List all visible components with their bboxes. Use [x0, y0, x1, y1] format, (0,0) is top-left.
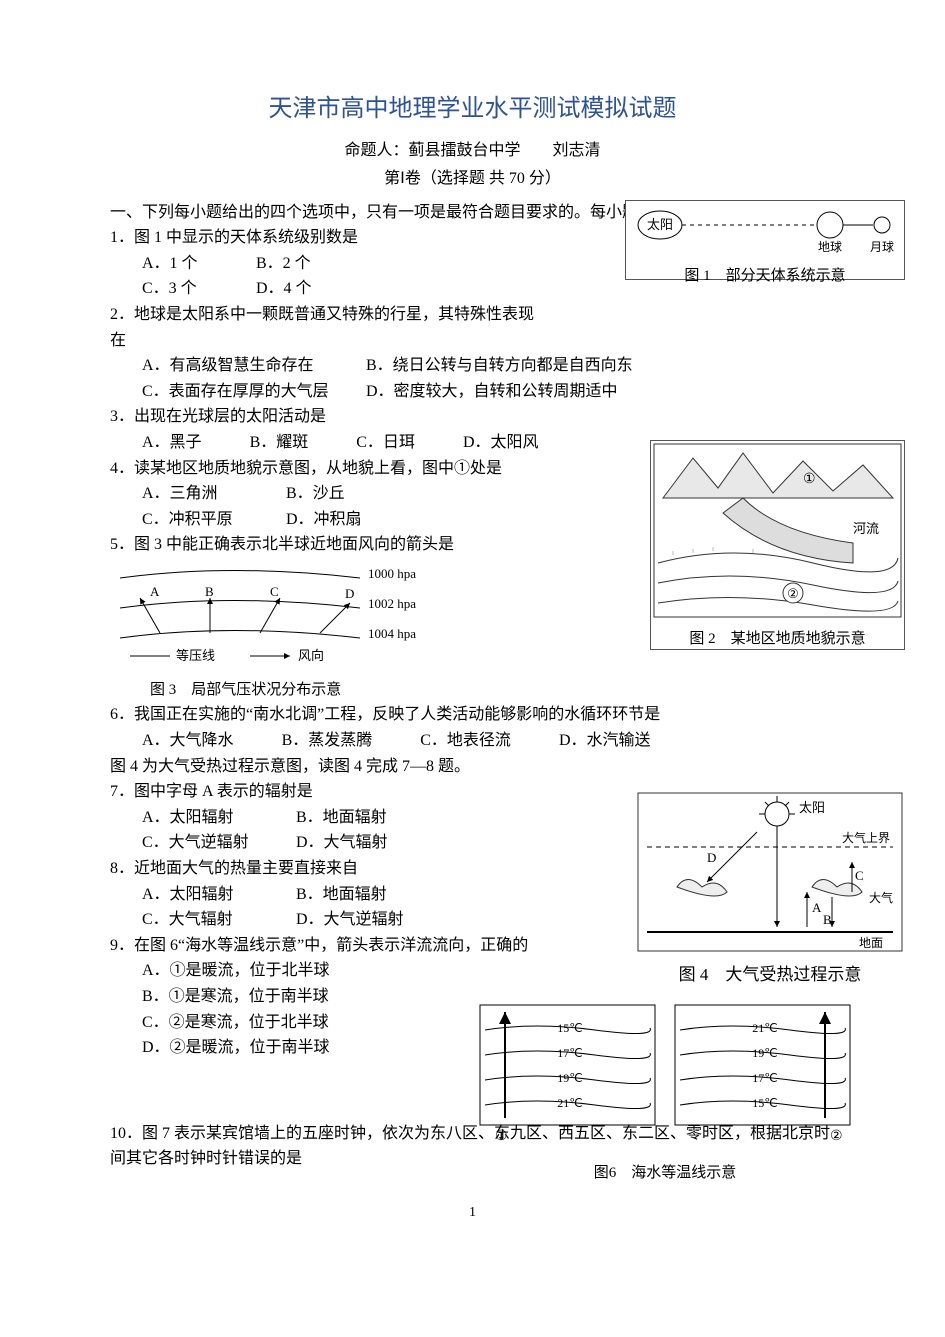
- q2-num: 2．: [110, 306, 134, 323]
- q1-optB: B．2 个: [256, 255, 311, 272]
- fig2-m2: ②: [787, 586, 799, 601]
- q8-optC: C．大气辐射: [142, 907, 292, 933]
- question-8: 8．近地面大气的热量主要直接来自 A．太阳辐射 B．地面辐射 C．大气辐射 D．…: [110, 856, 835, 933]
- fig3-p1000: 1000 hpa: [368, 566, 416, 581]
- fig6-L-15: 15℃: [557, 1021, 582, 1035]
- q3-num: 3．: [110, 408, 134, 425]
- q2-optA: A．有高级智慧生命存在: [142, 353, 362, 379]
- question-5: 5．图 3 中能正确表示北半球近地面风向的箭头是: [110, 532, 835, 558]
- q9-num: 9．: [110, 937, 134, 954]
- q4-optD: D．冲积扇: [286, 511, 362, 528]
- q7-text: 图中字母 A 表示的辐射是: [134, 783, 313, 800]
- fig6-L-19: 19℃: [557, 1071, 582, 1085]
- fig4-ground: 地面: [859, 936, 883, 950]
- fig3-p1002: 1002 hpa: [368, 596, 416, 611]
- q4-num: 4．: [110, 460, 134, 477]
- q6-optC: C．地表径流: [420, 728, 511, 754]
- q4-optB: B．沙丘: [286, 485, 345, 502]
- q7-optC: C．大气逆辐射: [142, 830, 292, 856]
- q6-optD: D．水汽输送: [559, 728, 651, 754]
- fig6-R-19: 19℃: [752, 1046, 777, 1060]
- page: 天津市高中地理学业水平测试模拟试题 命题人：蓟县擂鼓台中学 刘志清 第Ⅰ卷（选择…: [0, 0, 945, 1264]
- q2-text: 地球是太阳系中一颗既普通又特殊的行星，其特殊性表现在: [110, 306, 534, 349]
- q1-num: 1．: [110, 229, 134, 246]
- fig4-intro: 图 4 为大气受热过程示意图，读图 4 完成 7—8 题。: [110, 754, 835, 780]
- q3-optA: A．黑子: [142, 430, 202, 456]
- fig1-moon-label: 月球: [870, 240, 894, 254]
- q9-text: 在图 6“海水等温线示意”中，箭头表示洋流流向，正确的: [134, 937, 528, 954]
- q1-optD: D．4 个: [256, 280, 312, 297]
- q8-optD: D．大气逆辐射: [296, 911, 404, 928]
- fig3-legend-iso: 等压线: [176, 648, 215, 663]
- part-line: 第Ⅰ卷（选择题 共 70 分）: [110, 166, 835, 192]
- fig3-B: B: [205, 584, 214, 599]
- q6-num: 6．: [110, 706, 134, 723]
- q9-optC: C．②是寒流，位于北半球: [142, 1014, 329, 1031]
- fig6-R-21: 21℃: [752, 1021, 777, 1035]
- figure-2-caption: 图 2 某地区地质地貌示意: [653, 627, 902, 651]
- q6-optA: A．大气降水: [142, 728, 234, 754]
- q10-num: 10．: [110, 1125, 142, 1142]
- fig3-D: D: [345, 586, 354, 601]
- fig6-R-17: 17℃: [752, 1071, 777, 1085]
- q4-optA: A．三角洲: [142, 481, 282, 507]
- fig6-R-15: 15℃: [752, 1096, 777, 1110]
- fig3-A: A: [150, 584, 160, 599]
- doc-title: 天津市高中地理学业水平测试模拟试题: [110, 90, 835, 128]
- fig4-C: C: [855, 868, 864, 883]
- question-7: 7．图中字母 A 表示的辐射是 A．太阳辐射 B．地面辐射 C．大气逆辐射 D．…: [110, 779, 835, 856]
- q5-text: 图 3 中能正确表示北半球近地面风向的箭头是: [134, 536, 454, 553]
- question-1: 1．图 1 中显示的天体系统级别数是 A．1 个 B．2 个 C．3 个 D．4…: [110, 225, 835, 302]
- fig3-C: C: [270, 584, 279, 599]
- figure-3-caption: 图 3 局部气压状况分布示意: [110, 678, 835, 702]
- q3-text: 出现在光球层的太阳活动是: [134, 408, 326, 425]
- q1-optC: C．3 个: [142, 276, 252, 302]
- q10-text: 图 7 表示某宾馆墙上的五座时钟，依次为东八区、东九区、西五区、东二区、零时区，…: [110, 1125, 830, 1168]
- q3-optD: D．太阳风: [463, 430, 539, 456]
- q7-optA: A．太阳辐射: [142, 805, 292, 831]
- q1-optA: A．1 个: [142, 251, 252, 277]
- fig4-atm: 大气: [869, 890, 893, 905]
- question-10: 10．图 7 表示某宾馆墙上的五座时钟，依次为东八区、东九区、西五区、东二区、零…: [110, 1121, 835, 1172]
- q7-optD: D．大气辐射: [296, 834, 388, 851]
- q9-optB: B．①是寒流，位于南半球: [142, 988, 329, 1005]
- q8-optB: B．地面辐射: [296, 886, 387, 903]
- q7-num: 7．: [110, 783, 134, 800]
- q6-optB: B．蒸发蒸腾: [282, 728, 373, 754]
- q2-optB: B．绕日公转与自转方向都是自西向东: [366, 357, 633, 374]
- q2-optC: C．表面存在厚厚的大气层: [142, 379, 362, 405]
- q7-optB: B．地面辐射: [296, 809, 387, 826]
- q6-text: 我国正在实施的“南水北调”工程，反映了人类活动能够影响的水循环环节是: [134, 706, 660, 723]
- figure-3-svg: 1000 hpa 1002 hpa 1004 hpa A B C D 等压线 风…: [110, 558, 440, 668]
- question-4: 4．读某地区地质地貌示意图，从地貌上看，图中①处是 A．三角洲 B．沙丘 C．冲…: [110, 456, 835, 533]
- q4-optC: C．冲积平原: [142, 507, 282, 533]
- q8-text: 近地面大气的热量主要直接来自: [134, 860, 358, 877]
- q2-optD: D．密度较大，自转和公转周期适中: [366, 383, 618, 400]
- fig3-p1004: 1004 hpa: [368, 626, 416, 641]
- q4-text: 读某地区地质地貌示意图，从地貌上看，图中①处是: [134, 460, 502, 477]
- q1-text: 图 1 中显示的天体系统级别数是: [134, 229, 358, 246]
- q8-optA: A．太阳辐射: [142, 882, 292, 908]
- fig6-L-21: 21℃: [557, 1096, 582, 1110]
- q5-num: 5．: [110, 536, 134, 553]
- q9-optD: D．②是暖流，位于南半球: [142, 1039, 330, 1056]
- fig3-legend-wind: 风向: [298, 648, 324, 663]
- q8-num: 8．: [110, 860, 134, 877]
- fig6-L-17: 17℃: [557, 1046, 582, 1060]
- question-2: 2．地球是太阳系中一颗既普通又特殊的行星，其特殊性表现在 A．有高级智慧生命存在…: [110, 302, 835, 404]
- q3-optC: C．日珥: [356, 430, 415, 456]
- q9-optA: A．①是暖流，位于北半球: [142, 962, 330, 979]
- fig4-top: 大气上界: [842, 830, 890, 845]
- q3-optB: B．耀斑: [250, 430, 309, 456]
- question-6: 6．我国正在实施的“南水北调”工程，反映了人类活动能够影响的水循环环节是 A．大…: [110, 702, 835, 753]
- fig2-river: 河流: [853, 521, 879, 536]
- page-number: 1: [110, 1202, 835, 1224]
- author-line: 命题人：蓟县擂鼓台中学 刘志清: [110, 138, 835, 164]
